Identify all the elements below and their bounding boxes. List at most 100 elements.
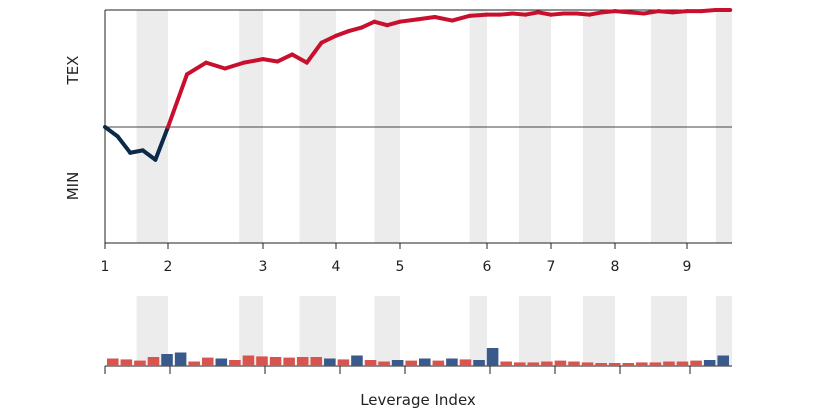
- bar: [134, 360, 146, 366]
- line-segment: [140, 148, 158, 162]
- shaded-band: [469, 296, 487, 366]
- bar-series: [107, 348, 729, 366]
- bar: [541, 361, 553, 366]
- line-series: [103, 8, 733, 162]
- x-tick-label: 9: [683, 259, 692, 275]
- bar: [581, 362, 594, 366]
- bar: [283, 357, 295, 366]
- line-segment: [656, 9, 675, 15]
- shaded-band: [651, 296, 687, 366]
- bar: [595, 363, 607, 366]
- bar: [147, 357, 160, 366]
- bar: [717, 355, 729, 366]
- bar: [364, 360, 377, 366]
- bar: [378, 361, 390, 366]
- line-segment: [372, 19, 390, 28]
- line-segment: [261, 57, 280, 64]
- x-tick-label: 7: [547, 259, 556, 275]
- line-segment: [385, 19, 402, 28]
- line-segment: [450, 13, 472, 23]
- bar: [351, 355, 363, 366]
- line-segment: [415, 15, 437, 22]
- x-tick-label: 6: [483, 259, 492, 275]
- line-segment: [359, 19, 377, 30]
- shaded-band: [519, 296, 551, 366]
- line-segment: [587, 10, 605, 17]
- bar: [513, 362, 526, 366]
- bar: [310, 357, 323, 366]
- bar: [215, 358, 228, 366]
- bar: [174, 352, 187, 366]
- x-tick-label: 4: [332, 259, 341, 275]
- line-segment: [613, 9, 632, 15]
- line-segment: [185, 60, 208, 77]
- bar: [242, 355, 255, 366]
- bar: [337, 359, 350, 366]
- line-segment: [128, 148, 145, 155]
- x-tick-label: 1: [101, 259, 110, 275]
- line-segment: [103, 125, 120, 139]
- shaded-band: [583, 296, 615, 366]
- line-segment: [319, 33, 338, 45]
- bar: [229, 360, 241, 366]
- bar: [486, 348, 499, 366]
- bar: [432, 360, 445, 366]
- ylabel-top: TEX: [64, 56, 82, 86]
- bottom-x-ticks: [104, 366, 691, 374]
- x-tick-label: 5: [396, 259, 405, 275]
- line-segment: [497, 11, 515, 17]
- line-segment: [304, 40, 324, 65]
- bar: [676, 361, 689, 366]
- top-x-ticks: [104, 243, 688, 249]
- bar: [188, 361, 200, 366]
- bar: [554, 360, 567, 366]
- line-segment: [223, 60, 246, 71]
- bar: [636, 362, 648, 366]
- line-segment: [523, 10, 541, 17]
- line-segment: [204, 60, 227, 71]
- bar: [269, 357, 282, 366]
- shaded-band: [299, 296, 336, 366]
- bar: [568, 361, 580, 366]
- line-segment: [153, 125, 170, 162]
- bar: [419, 358, 431, 366]
- line-segment: [115, 134, 133, 155]
- bar: [703, 360, 716, 366]
- bar: [622, 363, 635, 366]
- line-segment: [290, 52, 309, 65]
- xlabel: Leverage Index: [360, 391, 476, 409]
- line-segment: [641, 9, 661, 16]
- bar: [201, 357, 214, 366]
- line-segment: [549, 11, 566, 17]
- bar: [107, 358, 119, 366]
- bar: [446, 358, 458, 366]
- line-segment: [627, 10, 646, 16]
- line-segment: [670, 9, 689, 15]
- line-segment: [536, 10, 553, 17]
- shaded-band: [715, 296, 732, 366]
- bar: [459, 359, 472, 366]
- line-segment: [398, 17, 420, 24]
- line-segment: [166, 72, 189, 129]
- bar: [256, 356, 268, 366]
- bar: [649, 362, 662, 366]
- line-segment: [510, 11, 528, 17]
- line-segment: [334, 29, 351, 38]
- bar: [663, 361, 675, 366]
- line-segment: [600, 9, 617, 15]
- bar: [527, 362, 540, 366]
- x-tick-label: 3: [259, 259, 268, 275]
- line-segment: [467, 12, 489, 18]
- shaded-band: [374, 296, 400, 366]
- line-segment: [242, 57, 265, 65]
- bar: [608, 363, 621, 366]
- line-segment: [574, 11, 592, 17]
- bar: [473, 360, 485, 366]
- x-tick-label: 8: [611, 259, 620, 275]
- bar: [161, 354, 173, 366]
- line-segment: [432, 15, 455, 23]
- bar: [296, 357, 309, 366]
- bar: [690, 360, 702, 366]
- line-segment: [275, 52, 295, 64]
